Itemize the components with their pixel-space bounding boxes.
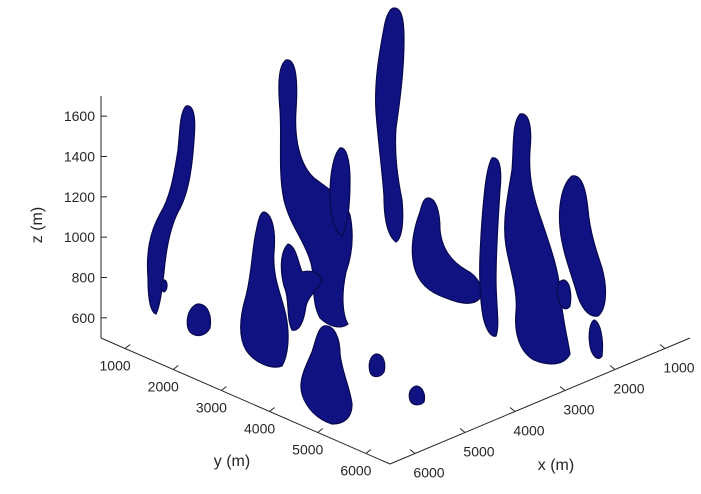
x-axis-label: x (m) <box>538 457 574 474</box>
y-tick-mark <box>173 366 178 370</box>
plume-8 <box>241 212 288 367</box>
z-tick-label: 600 <box>72 310 96 326</box>
y-tick-mark <box>221 387 226 391</box>
x-tick-mark <box>510 408 515 412</box>
plume-6 <box>505 114 570 364</box>
x-tick-mark <box>410 450 415 454</box>
plume-1-fragment <box>161 280 167 292</box>
y-tick-label: 1000 <box>100 358 131 374</box>
x-tick-mark <box>460 429 465 433</box>
y-tick-mark <box>318 429 323 433</box>
y-tick-mark <box>125 345 130 349</box>
x-tick-label: 2000 <box>613 381 644 397</box>
x-tick-label: 6000 <box>413 465 444 481</box>
y-tick-label: 2000 <box>148 379 179 395</box>
x-tick-label: 3000 <box>563 402 594 418</box>
y-tick-label: 4000 <box>244 421 275 437</box>
z-tick-label: 1000 <box>64 229 95 245</box>
z-tick-label: 1600 <box>64 108 95 124</box>
z-tick-label: 800 <box>72 270 96 286</box>
z-tick-label: 1400 <box>64 149 95 165</box>
y-tick-mark <box>366 450 371 454</box>
plume-2-top <box>330 148 350 236</box>
blob-small-1 <box>187 304 210 335</box>
y-axis-label: y (m) <box>214 453 250 470</box>
z-tick-label: 1200 <box>64 189 95 205</box>
x-tick-label: 4000 <box>513 423 544 439</box>
plume-4 <box>412 198 481 303</box>
isosurface-blobs <box>148 8 606 424</box>
y-tick-label: 6000 <box>340 463 371 479</box>
x-tick-label: 1000 <box>663 360 694 376</box>
plume-7-fragment <box>589 320 602 358</box>
x-tick-mark <box>610 366 615 370</box>
plume-5 <box>480 158 501 336</box>
plume-10 <box>301 326 352 424</box>
blob-small-2 <box>369 354 384 377</box>
x-tick-mark <box>560 387 565 391</box>
x-tick-label: 5000 <box>463 444 494 460</box>
plume-1 <box>148 106 195 314</box>
z-axis-label: z (m) <box>29 207 46 243</box>
plume-3 <box>376 8 404 242</box>
x-tick-mark <box>660 345 665 349</box>
blob-small-3 <box>409 386 424 405</box>
y-tick-label: 3000 <box>196 400 227 416</box>
y-tick-mark <box>270 408 275 412</box>
y-tick-label: 5000 <box>292 442 323 458</box>
